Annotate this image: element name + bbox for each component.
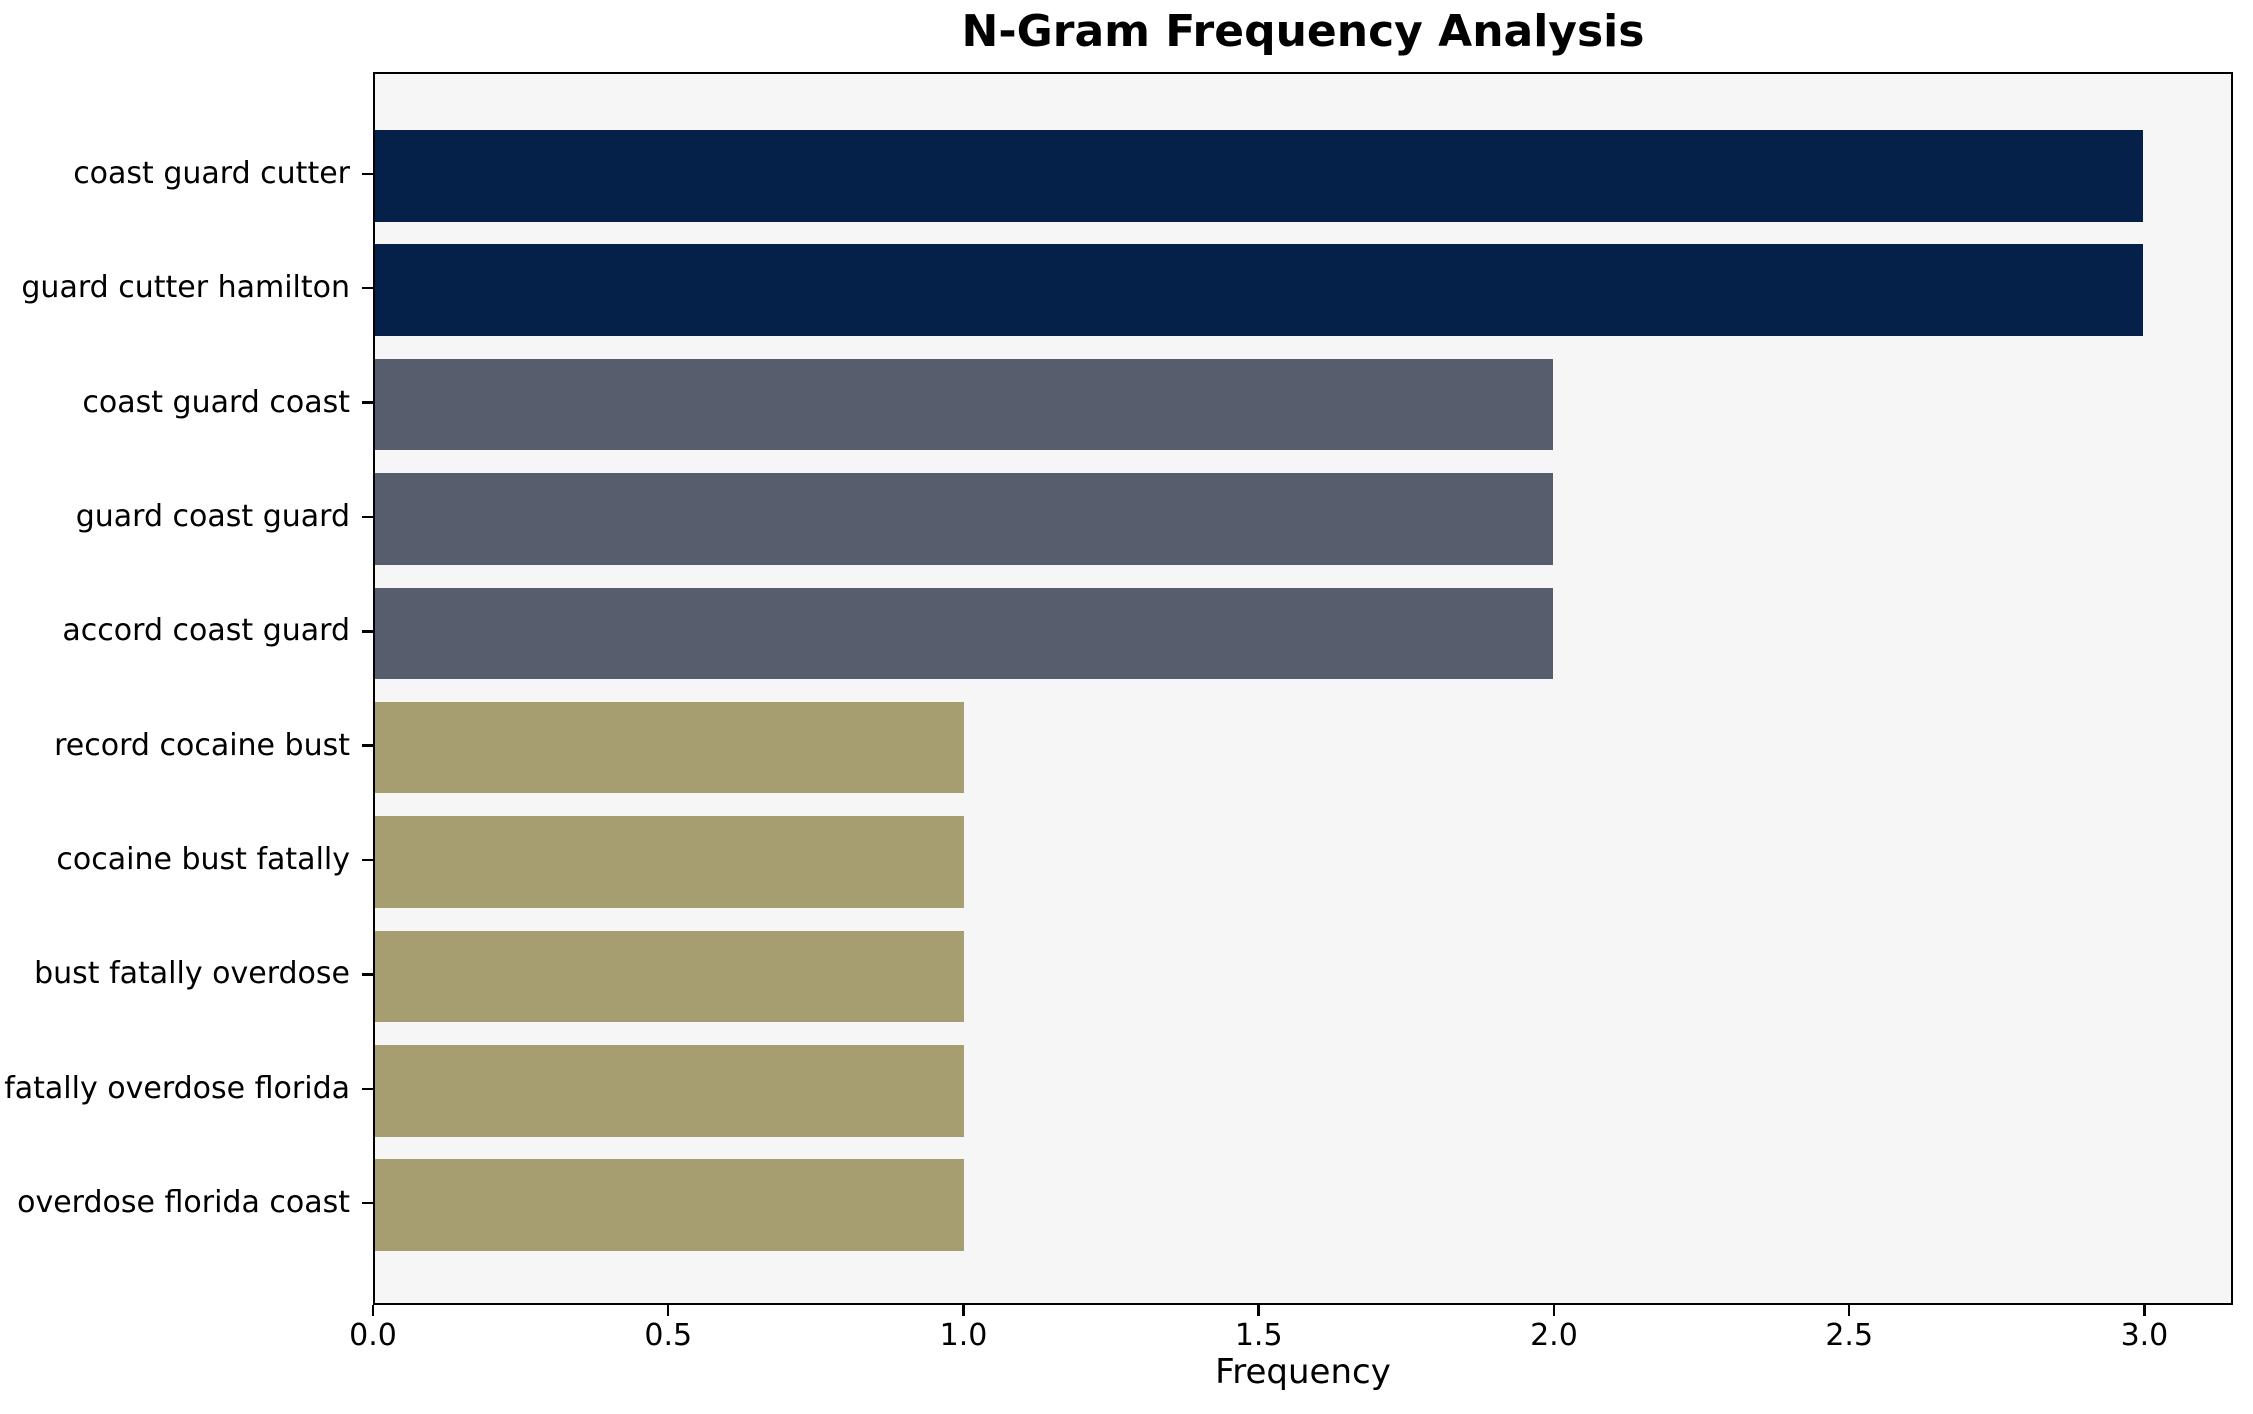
bar-coast-guard-coast [375,358,1554,451]
y-tick-label: coast guard cutter [73,155,350,191]
y-tick-mark [362,744,373,747]
bar-record-cocaine-bust [375,701,965,794]
x-tick-label: 1.5 [1234,1318,1283,1353]
y-tick-mark [362,1087,373,1091]
x-tick-mark [1552,1305,1556,1316]
y-tick-mark [362,858,373,862]
bar-cocaine-bust-fatally [375,816,965,908]
x-tick-label: 3.0 [2120,1318,2169,1353]
y-tick-label: guard coast guard [75,498,350,534]
bar-accord-coast-guard [375,587,1554,680]
x-tick-mark [371,1305,375,1316]
y-tick-label: bust fatally overdose [34,956,350,992]
y-tick-label: overdose florida coast [17,1185,350,1221]
x-tick-mark [1847,1305,1851,1316]
y-tick-label: fatally overdose florida [4,1070,350,1106]
x-tick-label: 0.0 [349,1318,397,1353]
x-tick-label: 0.5 [644,1318,693,1353]
x-tick-label: 2.0 [1530,1318,1578,1353]
x-tick-mark [1257,1305,1260,1316]
bar-fatally-overdose-florida [375,1045,965,1137]
x-tick-mark [962,1305,965,1316]
y-tick-label: coast guard coast [82,384,350,420]
y-tick-label: cocaine bust fatally [56,842,350,878]
x-tick-mark [666,1305,670,1316]
bar-guard-cutter-hamilton [375,244,2143,336]
y-tick-mark [362,630,373,633]
y-tick-label: accord coast guard [62,613,350,649]
bar-bust-fatally-overdose [375,930,965,1023]
chart-title: N-Gram Frequency Analysis [961,6,1645,57]
y-tick-mark [362,973,373,976]
bar-coast-guard-cutter [375,130,2143,222]
x-tick-label: 2.5 [1825,1318,1874,1353]
x-tick-label: 1.0 [939,1318,988,1353]
y-tick-mark [362,286,373,290]
y-tick-label: guard cutter hamilton [21,270,350,306]
y-tick-mark [362,401,373,404]
y-tick-mark [362,1201,373,1205]
x-axis-title: Frequency [1215,1352,1391,1392]
bar-guard-coast-guard [375,473,1554,565]
y-tick-label: record cocaine bust [54,727,350,763]
y-tick-mark [362,515,373,519]
bar-overdose-florida-coast [375,1159,965,1251]
plot-area [373,72,2233,1305]
x-tick-mark [2143,1305,2146,1316]
y-tick-mark [362,172,373,176]
